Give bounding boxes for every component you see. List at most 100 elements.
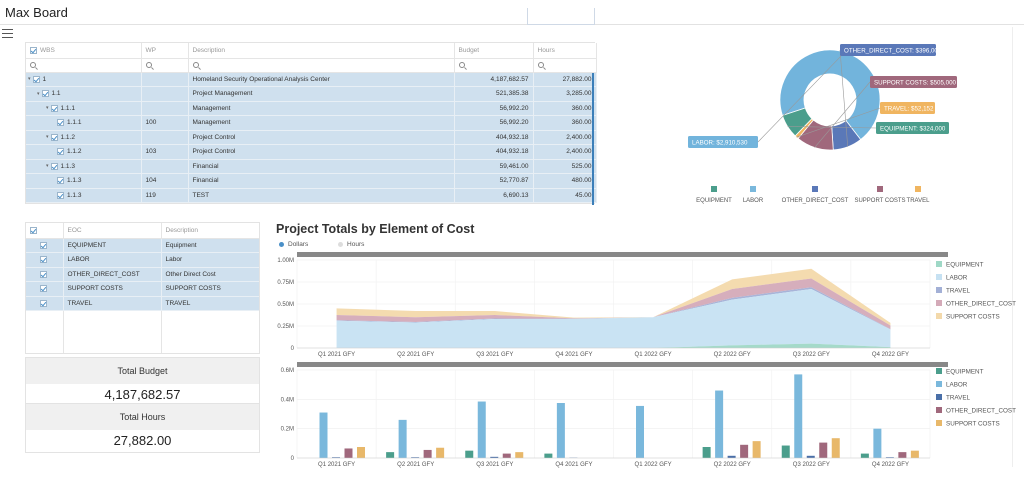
- wp-header[interactable]: WP: [141, 43, 189, 59]
- eoc-row[interactable]: SUPPORT COSTS SUPPORT COSTS: [26, 281, 259, 297]
- legend-swatch: [936, 407, 942, 413]
- eoc-cell: LABOR: [63, 252, 162, 268]
- row-checkbox[interactable]: [50, 104, 58, 112]
- row-checkbox[interactable]: [57, 191, 64, 199]
- budget-cell: 52,770.87: [454, 173, 534, 189]
- row-checkbox[interactable]: [57, 119, 64, 127]
- budget-header[interactable]: Budget: [454, 43, 534, 59]
- bar-support-costs: [831, 438, 840, 458]
- budget-cell: 59,461.00: [454, 159, 534, 174]
- bar-labor: [319, 412, 328, 458]
- wbs-filter[interactable]: [26, 58, 142, 73]
- row-checkbox[interactable]: [32, 75, 40, 83]
- expand-toggle-icon[interactable]: ▾: [37, 90, 40, 97]
- wbs-row[interactable]: ▾ 1 Homeland Security Operational Analysis…: [26, 72, 597, 87]
- wbs-row[interactable]: ▾ 1.1.2 Project Control 404,932.18 2,400.00: [26, 130, 597, 145]
- eoc-row[interactable]: OTHER_DIRECT_COST Other Direct Cost: [26, 267, 259, 282]
- select-all-checkbox[interactable]: [30, 46, 37, 54]
- eoc-grid: EOC Description EQUIPMENT Equipment LABOR L…: [25, 222, 260, 354]
- x-tick-label: Q4 2021 GFY: [555, 462, 592, 468]
- expand-toggle-icon[interactable]: ▾: [46, 163, 49, 170]
- leader-line: [796, 107, 881, 138]
- eoc-row[interactable]: LABOR Labor: [26, 252, 259, 268]
- row-checkbox[interactable]: [40, 256, 47, 264]
- hamburger-menu-icon[interactable]: [2, 29, 13, 38]
- description-filter[interactable]: [188, 58, 455, 73]
- description-header[interactable]: Description: [188, 43, 455, 59]
- total-budget-label: Total Budget: [26, 358, 259, 384]
- legend-label: EQUIPMENT: [946, 369, 984, 376]
- expand-toggle-icon[interactable]: ▾: [28, 76, 31, 83]
- y-tick-label: 0.25M: [277, 324, 294, 330]
- y-tick-label: 0.4M: [281, 397, 294, 403]
- bar-travel: [727, 455, 736, 458]
- row-checkbox[interactable]: [40, 241, 47, 249]
- hours-filter[interactable]: [533, 58, 597, 73]
- bar-travel: [411, 457, 420, 458]
- row-checkbox[interactable]: [50, 133, 58, 141]
- top-bar: Max Board: [0, 0, 1024, 25]
- empty-row: [26, 310, 259, 353]
- toggle-hours[interactable]: Hours: [338, 241, 378, 248]
- description-cell: Management: [188, 101, 455, 116]
- legend-label: OTHER_DIRECT_COST: [946, 408, 1016, 415]
- row-checkbox[interactable]: [40, 285, 47, 293]
- legend-label: TRAVEL: [907, 198, 931, 204]
- legend-label: TRAVEL: [946, 288, 971, 295]
- expand-toggle-icon[interactable]: ▾: [46, 105, 49, 112]
- row-checkbox[interactable]: [57, 177, 64, 185]
- wbs-cell: 1.1.1: [26, 115, 142, 131]
- area-series-equipment: [336, 343, 891, 348]
- eoc-description-cell: Other Direct Cost: [161, 267, 259, 282]
- x-tick-label: Q1 2021 GFY: [318, 352, 355, 358]
- x-tick-label: Q2 2021 GFY: [397, 462, 434, 468]
- eoc-check-cell: [26, 267, 64, 282]
- row-checkbox[interactable]: [41, 90, 49, 98]
- toggle-dollars[interactable]: Dollars: [279, 241, 322, 248]
- wbs-row[interactable]: ▾ 1.1 Project Management 521,385.38 3,285.00: [26, 86, 597, 102]
- legend-swatch: [936, 313, 942, 319]
- row-checkbox[interactable]: [57, 148, 64, 156]
- wbs-row[interactable]: ▾ 1.1.3 Financial 59,461.00 525.00: [26, 159, 597, 174]
- wbs-cell: 1.1.2: [26, 144, 142, 160]
- wbs-row[interactable]: 1.1.3 119 TEST 6,690.13 45.00: [26, 188, 597, 203]
- eoc-description-header[interactable]: Description: [161, 223, 259, 239]
- eoc-row[interactable]: TRAVEL TRAVEL: [26, 296, 259, 311]
- y-tick-label: 0.50M: [277, 302, 294, 308]
- eoc-row[interactable]: EQUIPMENT Equipment: [26, 238, 259, 253]
- hours-cell: 27,882.00: [533, 72, 597, 87]
- budget-cell: 4,187,682.57: [454, 72, 534, 87]
- wbs-code: 1.1.3: [67, 191, 82, 199]
- wbs-row[interactable]: 1.1.1 100 Management 56,992.20 360.00: [26, 115, 597, 131]
- row-checkbox[interactable]: [50, 162, 58, 170]
- wbs-row[interactable]: 1.1.3 104 Financial 52,770.87 480.00: [26, 173, 597, 189]
- expand-toggle-icon[interactable]: ▾: [46, 134, 49, 141]
- budget-filter[interactable]: [454, 58, 534, 73]
- eoc-header[interactable]: EOC: [63, 223, 162, 239]
- row-checkbox[interactable]: [40, 299, 47, 307]
- wp-cell: 100: [141, 115, 189, 131]
- chart-title: Project Totals by Element of Cost: [276, 222, 475, 236]
- search-icon: [458, 61, 465, 68]
- hours-cell: 360.00: [533, 115, 597, 131]
- hours-header[interactable]: Hours: [533, 43, 597, 59]
- hours-cell: 2,400.00: [533, 130, 597, 145]
- row-checkbox[interactable]: [40, 270, 47, 278]
- wp-filter[interactable]: [141, 58, 189, 73]
- wbs-row[interactable]: ▾ 1.1.1 Management 56,992.20 360.00: [26, 101, 597, 116]
- wbs-header[interactable]: WBS: [26, 43, 142, 59]
- budget-cell: 6,690.13: [454, 188, 534, 203]
- select-all-checkbox[interactable]: [30, 226, 37, 234]
- wbs-grid: WBS WP Description Budget Hours ▾ 1 Homela…: [25, 42, 597, 205]
- bar-support-costs: [436, 447, 445, 458]
- legend-label: LABOR: [946, 275, 968, 282]
- eoc-select-all[interactable]: [26, 223, 64, 239]
- bar-travel: [885, 457, 894, 458]
- bar-other-direct-cost: [740, 444, 749, 458]
- wbs-code: 1.1.1: [67, 119, 82, 127]
- hours-cell: 480.00: [533, 173, 597, 189]
- dashboard-filter-input[interactable]: [527, 8, 595, 25]
- wbs-row[interactable]: 1.1.2 103 Project Control 404,932.18 2,400.0…: [26, 144, 597, 160]
- wbs-code: 1.1.1: [60, 104, 75, 112]
- y-tick-label: 0: [291, 346, 295, 352]
